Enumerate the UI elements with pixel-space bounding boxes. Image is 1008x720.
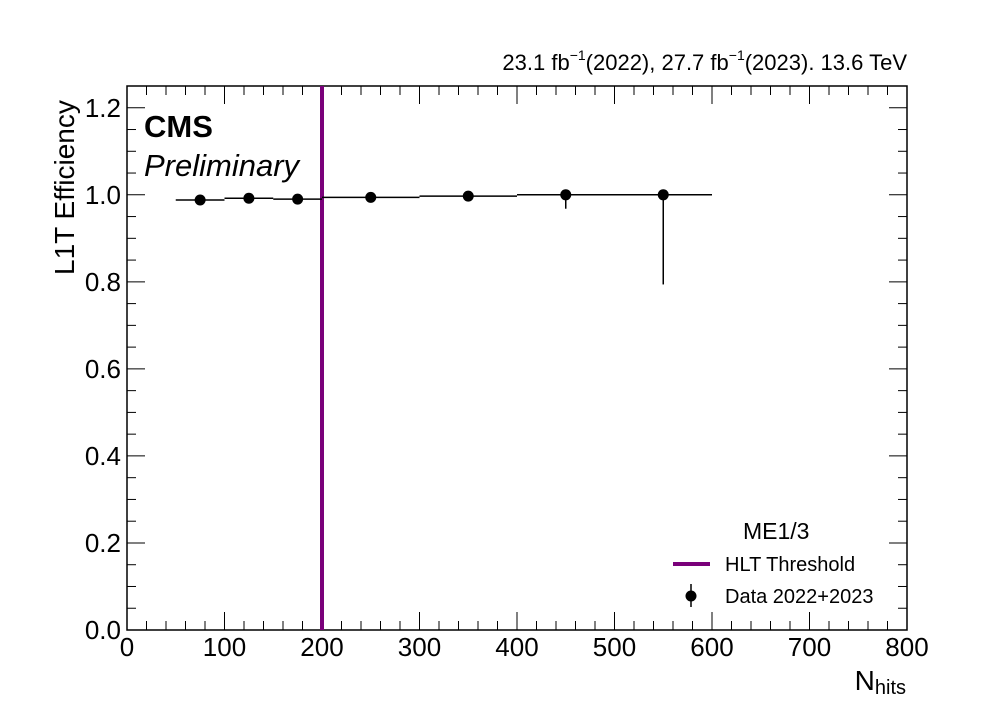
lumi-2022-text: 23.1 fb <box>502 50 569 75</box>
data-point <box>292 193 304 205</box>
x-tick-label: 500 <box>593 632 636 662</box>
y-tick-label: 0.4 <box>85 441 121 471</box>
y-tick-label: 1.0 <box>85 180 121 210</box>
data-point <box>243 192 255 204</box>
data-point <box>365 191 377 203</box>
preliminary-label: Preliminary <box>144 148 302 183</box>
cms-label: CMS <box>144 109 213 144</box>
y-tick-label: 0.0 <box>85 615 121 645</box>
y-tick-label: 1.2 <box>85 93 121 123</box>
x-axis-label-subscript: hits <box>875 677 906 699</box>
y-axis-label: L1T Efficiency <box>49 100 80 275</box>
legend-threshold-label: HLT Threshold <box>725 554 855 576</box>
x-tick-label: 0 <box>120 632 134 662</box>
lumi-2023-text: (2022), 27.7 fb <box>586 50 729 75</box>
legend-data-label: Data 2022+2023 <box>725 586 873 608</box>
x-tick-label: 300 <box>398 632 441 662</box>
x-tick-label: 700 <box>788 632 831 662</box>
axis-ticks-group: 0 100 200 300 400 500 600 700 800 0.0 0.2 0.4 0.6 0.8… <box>85 85 929 662</box>
data-point <box>194 194 206 206</box>
y-tick-label: 0.2 <box>85 528 121 558</box>
y-tick-label: 0.8 <box>85 267 121 297</box>
legend: ME1/3 HLT Threshold Data 2022+2023 <box>673 518 873 608</box>
legend-data-marker <box>685 590 697 602</box>
lumi-2022-exponent: −1 <box>570 47 586 63</box>
x-axis-label-main: N <box>855 665 875 696</box>
data-point <box>560 189 572 201</box>
x-tick-label: 400 <box>495 632 538 662</box>
legend-header: ME1/3 <box>743 518 809 544</box>
x-tick-label: 100 <box>203 632 246 662</box>
x-tick-label: 600 <box>690 632 733 662</box>
x-tick-label: 800 <box>885 632 928 662</box>
y-tick-label: 0.6 <box>85 354 121 384</box>
data-points-group <box>175 189 712 285</box>
x-axis-label: Nhits <box>855 665 906 699</box>
data-point <box>657 189 669 201</box>
luminosity-label: 23.1 fb−1(2022), 27.7 fb−1(2023). 13.6 T… <box>502 47 907 75</box>
lumi-energy-text: (2023). 13.6 TeV <box>745 50 908 75</box>
data-point <box>462 190 474 202</box>
x-tick-label: 200 <box>300 632 343 662</box>
lumi-2023-exponent: −1 <box>729 47 745 63</box>
